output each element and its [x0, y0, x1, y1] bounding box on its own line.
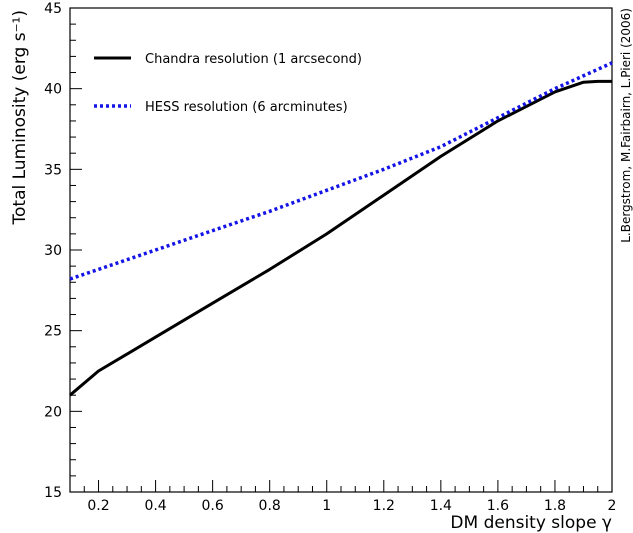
x-tick-label: 0.2	[87, 498, 109, 514]
x-tick-label: 2	[608, 498, 617, 514]
hess-series-line	[69, 61, 613, 281]
x-tick-label: 0.4	[144, 498, 166, 514]
y-tick-label: 35	[44, 162, 62, 178]
y-tick-label: 15	[44, 485, 62, 501]
x-tick-label: 0.6	[201, 498, 223, 514]
legend-hess-label: HESS resolution (6 arcminutes)	[145, 100, 348, 115]
x-axis-title: DM density slope γ	[450, 513, 612, 533]
y-tick-label: 20	[44, 404, 62, 420]
chandra-series-line	[69, 79, 612, 397]
credit-label: L.Bergstrom, M.Fairbairn, L.Pieri (2006)	[619, 8, 633, 243]
legend: Chandra resolution (1 arcsecond) HESS res…	[94, 52, 362, 115]
x-tick-label: 1.6	[487, 498, 509, 514]
y-tick-label: 30	[44, 243, 62, 259]
x-tick-label: 1.4	[430, 498, 452, 514]
y-tick-label: 45	[44, 1, 62, 17]
x-tick-label: 0.8	[259, 498, 281, 514]
x-tick-label: 1.2	[373, 498, 395, 514]
x-tick-label: 1	[322, 498, 331, 514]
y-axis-ticks: 15 20 25 30 35 40 45	[44, 1, 82, 501]
y-tick-label: 40	[44, 82, 62, 98]
y-axis-title: Total Luminosity (erg s⁻¹)	[10, 10, 30, 225]
y-tick-label: 25	[44, 324, 62, 340]
x-tick-label: 1.8	[544, 498, 566, 514]
legend-chandra-label: Chandra resolution (1 arcsecond)	[145, 52, 362, 67]
series-layer	[69, 61, 613, 397]
x-axis-ticks: 0.2 0.4 0.6 0.8 1 1.2 1.4 1.6 1.8 2	[69, 480, 617, 514]
